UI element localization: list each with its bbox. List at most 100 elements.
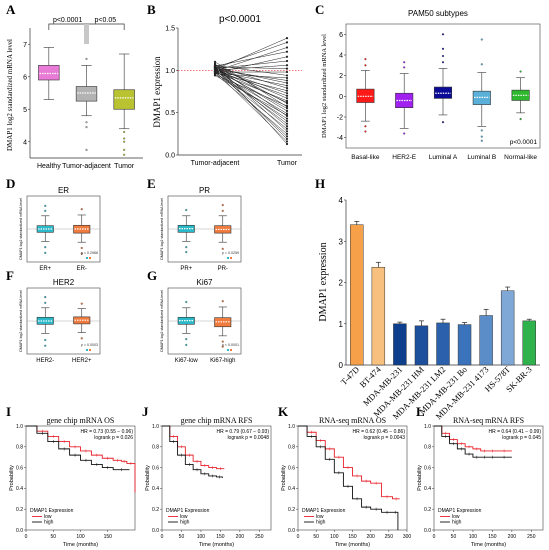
y-axis-title: Probability xyxy=(417,465,423,491)
y-axis-title: DMAP1 log2 standardized mRNA level xyxy=(160,198,164,260)
outlier-point xyxy=(123,130,126,134)
legend-label: low xyxy=(44,514,52,520)
outlier-point xyxy=(519,118,522,121)
chart-title: ER xyxy=(58,186,69,195)
x-axis-title: Time (months) xyxy=(199,542,234,548)
x-tick-label: 150 xyxy=(216,534,225,540)
box-her2-: HER2+ xyxy=(72,302,92,364)
y-tick-label: -4 xyxy=(337,135,343,142)
pair-line xyxy=(214,75,288,116)
legend-swatch xyxy=(230,257,232,259)
pair-point-tumor xyxy=(285,109,289,113)
p-value-annotation: p < 0.0001 xyxy=(222,343,239,347)
legend-swatch xyxy=(227,349,229,351)
outlier-point xyxy=(480,139,483,142)
legend-swatch xyxy=(230,349,232,351)
y-tick-label: 0.6 xyxy=(16,465,23,471)
box-pr-: PR- xyxy=(214,204,232,272)
legend-title: DMAP1 Expression xyxy=(30,508,74,514)
paired-plot-B: 0.0 0.5 1.0 1.5 Tumor-adjacent Tumor p<0.0001 D… xyxy=(152,14,302,167)
category-label: Healthy xyxy=(37,163,61,170)
y-tick-label: 1.0 xyxy=(152,424,159,430)
legend-swatch xyxy=(227,257,229,259)
y-axis-title: DMAP1 log2 standardized mRNA level xyxy=(321,34,328,138)
y-tick-label: 5 xyxy=(23,107,27,114)
y-tick-label: 2 xyxy=(339,279,344,288)
legend-label: high xyxy=(452,520,462,526)
legend-title: DMAP1 Expression xyxy=(438,508,482,514)
y-tick-label: 0.0 xyxy=(424,528,431,534)
box-ki67-low: Ki67-low xyxy=(175,300,198,364)
pair-line xyxy=(214,61,288,107)
pair-point-adjacent xyxy=(213,70,217,73)
x-tick-label: 0 xyxy=(297,534,300,540)
box-luminal-b: Luminal B xyxy=(467,38,496,161)
box-body xyxy=(38,65,60,81)
y-tick-label: 0 xyxy=(339,94,343,101)
x-tick-label: 150 xyxy=(488,534,497,540)
y-tick-label: 0.0 xyxy=(288,528,295,534)
pair-point-tumor xyxy=(285,64,289,67)
box-normal-like: Normal-like xyxy=(504,70,537,161)
outlier-point xyxy=(364,130,367,133)
bar xyxy=(457,324,472,366)
pair-point-tumor xyxy=(285,67,289,70)
bar xyxy=(500,290,515,366)
panel-letter-i: I xyxy=(6,404,11,419)
survival-plot-I: 0.0 0.2 0.4 0.6 0.8 1.0 0 50 100 150 gene chip mRN… xyxy=(9,416,136,548)
outlier-point xyxy=(123,137,126,140)
y-axis-title: DMAP1 log2 standardized mRNA level xyxy=(160,290,164,352)
survival-curve-high xyxy=(162,425,223,478)
x-tick-label: 250 xyxy=(255,534,264,540)
pair-line xyxy=(214,70,288,114)
y-tick-label: -2 xyxy=(337,115,343,122)
pair-point-tumor xyxy=(285,84,289,87)
y-tick-label: 0.4 xyxy=(288,486,295,492)
outlier-point xyxy=(44,204,47,207)
outlier-point xyxy=(403,132,406,135)
legend-label: low xyxy=(316,514,324,520)
box-body xyxy=(214,225,232,234)
y-tick-label: 0.8 xyxy=(152,445,159,451)
panel-letter-a: A xyxy=(6,2,16,17)
outlier-point xyxy=(364,64,367,67)
y-axis-title: DMAP1 expression xyxy=(152,56,162,128)
x-tick-label: 50 xyxy=(179,534,185,540)
p-value-annotation: p<0.0001 xyxy=(510,139,538,146)
box-body xyxy=(177,224,195,233)
y-axis-title: DMAP1 log2 standardized mRNA level xyxy=(6,39,14,151)
pair-line xyxy=(214,65,288,89)
hazard-ratio: HR = 0.73 (0.55 − 0.96) xyxy=(80,429,133,435)
outlier-point xyxy=(80,302,83,305)
pair-point-tumor xyxy=(285,127,289,130)
outlier-point xyxy=(441,61,445,64)
outlier-point xyxy=(403,61,406,64)
outlier-point xyxy=(364,58,367,61)
pair-point-tumor xyxy=(285,37,289,40)
survival-curve-high xyxy=(298,425,399,530)
panel-letter-g: G xyxy=(147,268,157,283)
outlier-point xyxy=(85,148,88,151)
outlier-point xyxy=(441,33,445,36)
bar xyxy=(414,325,429,366)
legend-swatch xyxy=(86,349,88,351)
category-label: Ki67-high xyxy=(210,358,235,364)
pair-point-tumor xyxy=(285,122,289,125)
pair-point-tumor xyxy=(285,130,289,133)
panel-letter-b: B xyxy=(147,2,156,17)
category-label: Tumor xyxy=(277,160,298,167)
outlier-point xyxy=(44,246,47,249)
pair-point-tumor xyxy=(285,50,289,53)
significance-label: p<0.0001 xyxy=(53,17,82,24)
survival-plot-L: 0.0 0.2 0.4 0.6 0.8 1.0 0 50 100 150 200 250 RNA-seq… xyxy=(417,416,544,548)
bar xyxy=(371,266,386,366)
y-tick-label: 4 xyxy=(339,53,343,60)
outlier-point xyxy=(123,153,126,156)
category-label: Tumor-adjacent xyxy=(191,160,240,167)
outlier-point xyxy=(123,140,126,143)
legend-label: low xyxy=(452,514,460,520)
bar xyxy=(522,320,536,366)
box-body xyxy=(177,316,195,325)
pair-point-tumor xyxy=(285,79,289,82)
